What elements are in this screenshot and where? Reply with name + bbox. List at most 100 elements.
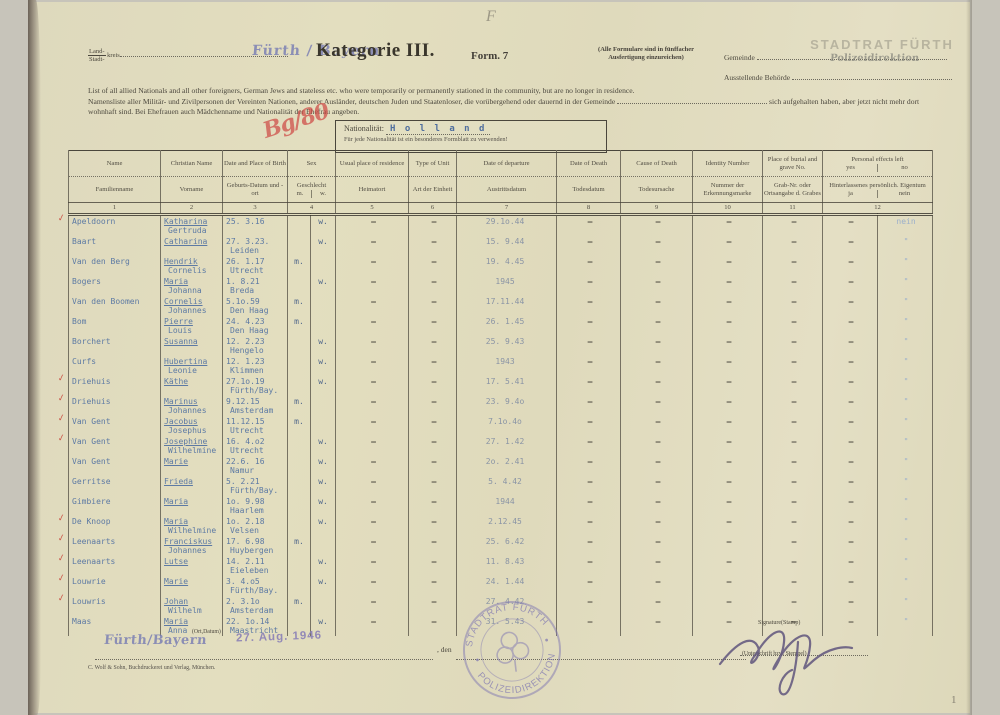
cell-departure-date: 17.11.44 <box>456 295 558 316</box>
cell-effects-ja: – <box>822 355 879 376</box>
cell-christian-name: Susanna <box>160 335 223 356</box>
table-row: Baart Catharina 27. 3.23. Leiden w. – –15. 9.4… <box>68 235 934 256</box>
cell-effects-nein: " <box>877 595 934 616</box>
cell-death-cause: – <box>620 415 694 436</box>
cell-residence: – <box>335 415 410 436</box>
table-row: ✓ Van Gent Josephine Wilhelmine 16. 4.o2 Utre… <box>57 430 934 456</box>
cell-sex-w: w. <box>309 475 337 496</box>
col-num-6: 6 <box>408 202 458 216</box>
cell-unit: – <box>408 595 458 616</box>
cell-family-name: Gerritse <box>68 475 161 496</box>
cell-unit: – <box>408 355 458 376</box>
vorname-line1: Maria <box>164 516 189 526</box>
cell-residence: – <box>335 315 410 336</box>
place-stamp-text: Fürth/Bayern <box>103 633 208 648</box>
cell-sex-w <box>309 535 337 556</box>
cell-effects-nein: " <box>877 315 934 336</box>
col-vorname-en: Christian Name <box>160 150 223 177</box>
cell-departure-date: 27. 1.42 <box>456 435 558 456</box>
cell-death-cause: – <box>620 535 694 556</box>
cell-effects-ja: – <box>822 515 879 536</box>
cell-birth: 17. 6.98 Huybergen <box>222 535 288 556</box>
cell-residence: – <box>335 335 410 356</box>
cell-death-cause: – <box>620 315 694 336</box>
cell-unit: – <box>408 475 458 496</box>
vorname-line1: Franciskus <box>164 536 213 546</box>
cell-identity-number: – <box>692 475 764 496</box>
cell-effects-nein: nein <box>877 214 934 236</box>
nationality-box: Nationalität: H o l l a n d Für jede Nat… <box>335 120 607 153</box>
cell-departure-date: 25. 9.43 <box>456 335 558 356</box>
cell-sex-m: m. <box>287 415 311 436</box>
cell-burial-place: – <box>762 235 824 256</box>
cell-effects-ja: – <box>822 395 879 416</box>
land-label: Land- <box>88 48 106 56</box>
birth-place: Utrecht <box>230 446 264 455</box>
cell-unit: – <box>408 315 458 336</box>
cell-effects-nein: " <box>877 615 934 636</box>
cell-effects-nein: " <box>877 295 934 316</box>
col-residence-de: Heimatort <box>335 176 410 203</box>
cell-death-cause: – <box>620 295 694 316</box>
intro-german-2: aber jetzt nicht mehr dort wohnhaft sind… <box>88 97 920 116</box>
col-cause-de: Todesursache <box>620 176 694 203</box>
cell-family-name: ✓ Leenaarts <box>57 530 161 556</box>
cell-burial-place: – <box>762 315 824 336</box>
cell-identity-number: – <box>692 555 764 576</box>
cell-sex-w <box>309 315 337 336</box>
cell-unit: – <box>408 535 458 556</box>
cell-burial-place: – <box>762 255 824 276</box>
cell-family-name: Borchert <box>68 335 161 356</box>
cell-sex-m <box>287 375 311 396</box>
table-header: Name Christian Name Date and Place of Bi… <box>68 150 934 216</box>
cell-sex-w <box>309 395 337 416</box>
table-row: Maas Maria Anna 22. 1o.14 Maastricht w. – –31. … <box>68 615 934 636</box>
cell-residence: – <box>335 595 410 616</box>
authority-stamp-line1: STADTRAT FÜRTH <box>810 37 954 52</box>
cell-death-cause: – <box>620 475 694 496</box>
copies-note-line1: (Alle Formulare sind in fünffacher <box>598 46 694 53</box>
vorname-line1: Maria <box>164 616 189 626</box>
cell-departure-date: 5. 4.42 <box>456 475 558 496</box>
cell-effects-nein: " <box>877 435 934 456</box>
cell-sex-m: m. <box>287 255 311 276</box>
cell-birth: 9.12.15 Amsterdam <box>222 395 288 416</box>
cell-effects-nein: " <box>877 495 934 516</box>
vorname-line1: Maria <box>164 496 189 506</box>
cell-unit: – <box>408 575 458 596</box>
cell-birth: 22.6. 16 Namur <box>222 455 288 476</box>
birth-place: Fürth/Bay. <box>230 486 279 495</box>
vorname-line1: Susanna <box>164 336 198 346</box>
cell-christian-name: Marie <box>160 575 223 596</box>
kreis-blank-line <box>119 49 288 57</box>
gemeinde-blank-line <box>756 52 947 60</box>
cell-birth: 1o. 9.98 Haarlem <box>222 495 288 516</box>
cell-family-name: ✓ Driehuis <box>57 370 161 396</box>
col-identity-en: Identity Number <box>692 150 764 177</box>
cell-residence: – <box>335 375 410 396</box>
cell-residence: – <box>335 535 410 556</box>
col-num-7: 7 <box>456 202 558 216</box>
cell-sex-m <box>287 515 311 536</box>
cell-sex-m <box>287 275 311 296</box>
cell-effects-ja: – <box>822 455 879 476</box>
cell-departure-date: 1945 <box>456 275 558 296</box>
table-row: ✓ Louwrie Marie 3. 4.o5 Fürth/Bay. w. – –24. 1.… <box>57 570 934 596</box>
table-row: Gimbiere Maria 1o. 9.98 Haarlem w. – –1944– – – –… <box>68 495 934 516</box>
cell-sex-m <box>287 235 311 256</box>
cell-christian-name: Frieda <box>160 475 223 496</box>
cell-sex-w: w. <box>309 555 337 576</box>
signature-label: Signature(Stamp) <box>758 620 801 626</box>
table-row: Van den Berg Hendrik Cornelis 26. 1.17 Utrec… <box>68 255 934 276</box>
cell-residence: – <box>335 255 410 276</box>
col-departure-de: Austrittsdatum <box>456 176 558 203</box>
cell-sex-m <box>287 475 311 496</box>
birth-place: Amsterdam <box>230 606 274 615</box>
cell-family-name: Gimbiere <box>68 495 161 516</box>
birth-place: Fürth/Bay. <box>230 586 279 595</box>
cell-departure-date: 26. 1.45 <box>456 315 558 336</box>
cell-family-name: ✓ Apeldoorn <box>57 210 161 236</box>
col-unit-de: Art der Einheit <box>408 176 458 203</box>
cell-death-date: – <box>556 475 622 496</box>
table-row: ✓ Louwris Johan Wilhelm 2. 3.1o Amsterdam m. – –… <box>57 590 934 616</box>
